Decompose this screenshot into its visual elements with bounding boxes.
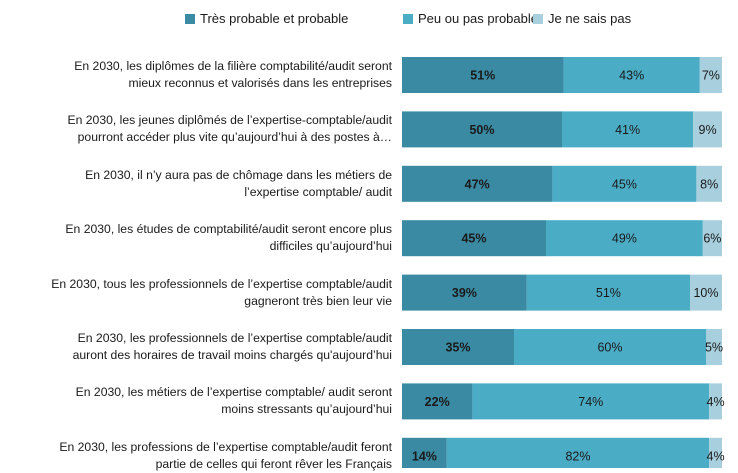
- bar-segment: [546, 220, 703, 257]
- data-label: 45%: [461, 232, 486, 246]
- legend: Très probable et probable Peu ou pas pro…: [0, 11, 738, 31]
- bar-segment: [402, 220, 546, 257]
- bar-segment: [709, 383, 722, 420]
- bar-segment: [696, 165, 722, 202]
- category-label: En 2030, les diplômes de la filière comp…: [4, 58, 392, 92]
- data-label: 41%: [615, 123, 640, 137]
- legend-label: Je ne sais pas: [548, 11, 632, 26]
- bar-segment: [699, 57, 722, 93]
- data-label: 6%: [703, 232, 721, 246]
- bar-segment: [402, 437, 447, 468]
- data-label: 60%: [597, 341, 622, 355]
- data-label: 50%: [469, 123, 494, 137]
- category-label-line: partie de celles qui feront rêver les Fr…: [155, 456, 392, 471]
- legend-item: Peu ou pas probable: [403, 11, 538, 26]
- category-label-line: auront des horaires de travail moins cha…: [72, 348, 392, 362]
- bar-segment: [446, 437, 710, 468]
- legend-item: Très probable et probable: [185, 11, 348, 26]
- bar-segment: [563, 57, 700, 93]
- category-label-line: gagneront très bien leur vie: [244, 293, 392, 308]
- bar-segment: [402, 165, 553, 202]
- legend-label: Peu ou pas probable: [418, 11, 538, 26]
- category-label: En 2030, tous les professionnels de l’ex…: [4, 276, 392, 310]
- data-label: 74%: [578, 395, 603, 409]
- bar-segment: [472, 383, 710, 420]
- category-label-line: mieux reconnus et valorisés dans les ent…: [128, 76, 392, 90]
- bar-segment: [702, 220, 722, 257]
- category-label-line: difficiles qu’aujourd’hui: [269, 239, 392, 254]
- category-label-line: l’expertise comptable/ audit: [244, 184, 392, 199]
- category-label: En 2030, les métiers de l’expertise comp…: [4, 384, 392, 418]
- category-label: En 2030, les professionnels de l’experti…: [4, 330, 392, 364]
- bar-segment: [706, 329, 722, 365]
- category-label-line: En 2030, les professionnels de l’experti…: [77, 331, 392, 345]
- legend-item: Je ne sais pas: [533, 11, 631, 26]
- bar-segment: [402, 111, 562, 148]
- category-label-line: En 2030, tous les professionnels de l’ex…: [51, 276, 392, 291]
- legend-label: Très probable et probable: [200, 11, 349, 26]
- data-label: 82%: [565, 449, 590, 463]
- category-label-line: En 2030, les professions de l’expertise …: [59, 439, 392, 454]
- category-label-line: En 2030, les diplômes de la filière comp…: [74, 59, 392, 73]
- bar-segment: [693, 111, 722, 148]
- category-label-line: En 2030, il n’y aura pas de chômage dans…: [85, 167, 392, 182]
- category-label: En 2030, les études de comptabilité/audi…: [4, 221, 392, 255]
- bar-segment: [552, 165, 697, 202]
- data-label: 4%: [707, 395, 725, 409]
- data-label: 51%: [596, 286, 621, 300]
- data-label: 4%: [707, 449, 725, 463]
- bar-segment: [402, 57, 564, 93]
- bar-segment: [402, 274, 527, 311]
- category-label-line: En 2030, les études de comptabilité/audi…: [65, 222, 392, 237]
- legend-swatch: [185, 13, 195, 24]
- bar-segment: [709, 437, 722, 468]
- data-label: 14%: [412, 449, 437, 463]
- data-label: 10%: [693, 286, 718, 300]
- category-label-line: moins stressants qu’aujourd’hui: [221, 402, 392, 417]
- category-label: En 2030, les professions de l’expertise …: [4, 439, 392, 473]
- data-label: 9%: [699, 123, 717, 137]
- category-label-line: En 2030, les jeunes diplômés de l’expert…: [67, 113, 392, 128]
- bar-segment: [562, 111, 694, 148]
- legend-swatch: [403, 13, 413, 24]
- data-label: 5%: [705, 341, 723, 355]
- bar-segment: [526, 274, 690, 311]
- data-label: 51%: [470, 69, 495, 83]
- bar-segment: [402, 383, 473, 420]
- data-label: 22%: [425, 395, 450, 409]
- category-label-line: En 2030, les métiers de l’expertise comp…: [75, 385, 392, 400]
- category-label: En 2030, les jeunes diplômés de l’expert…: [4, 112, 392, 146]
- bar-segment: [690, 274, 722, 311]
- bar-segment: [402, 329, 514, 365]
- data-label: 8%: [700, 177, 718, 191]
- data-label: 47%: [465, 177, 490, 191]
- data-label: 45%: [612, 177, 637, 191]
- data-label: 7%: [702, 69, 720, 83]
- category-label-line: pourront accéder plus vite qu’aujourd’hu…: [77, 130, 392, 145]
- legend-swatch: [533, 13, 543, 24]
- category-label: En 2030, il n’y aura pas de chômage dans…: [4, 167, 392, 201]
- data-label: 39%: [452, 286, 477, 300]
- data-label: 35%: [445, 341, 470, 355]
- data-label: 43%: [619, 69, 644, 83]
- data-label: 49%: [612, 232, 637, 246]
- bar-segment: [514, 329, 706, 365]
